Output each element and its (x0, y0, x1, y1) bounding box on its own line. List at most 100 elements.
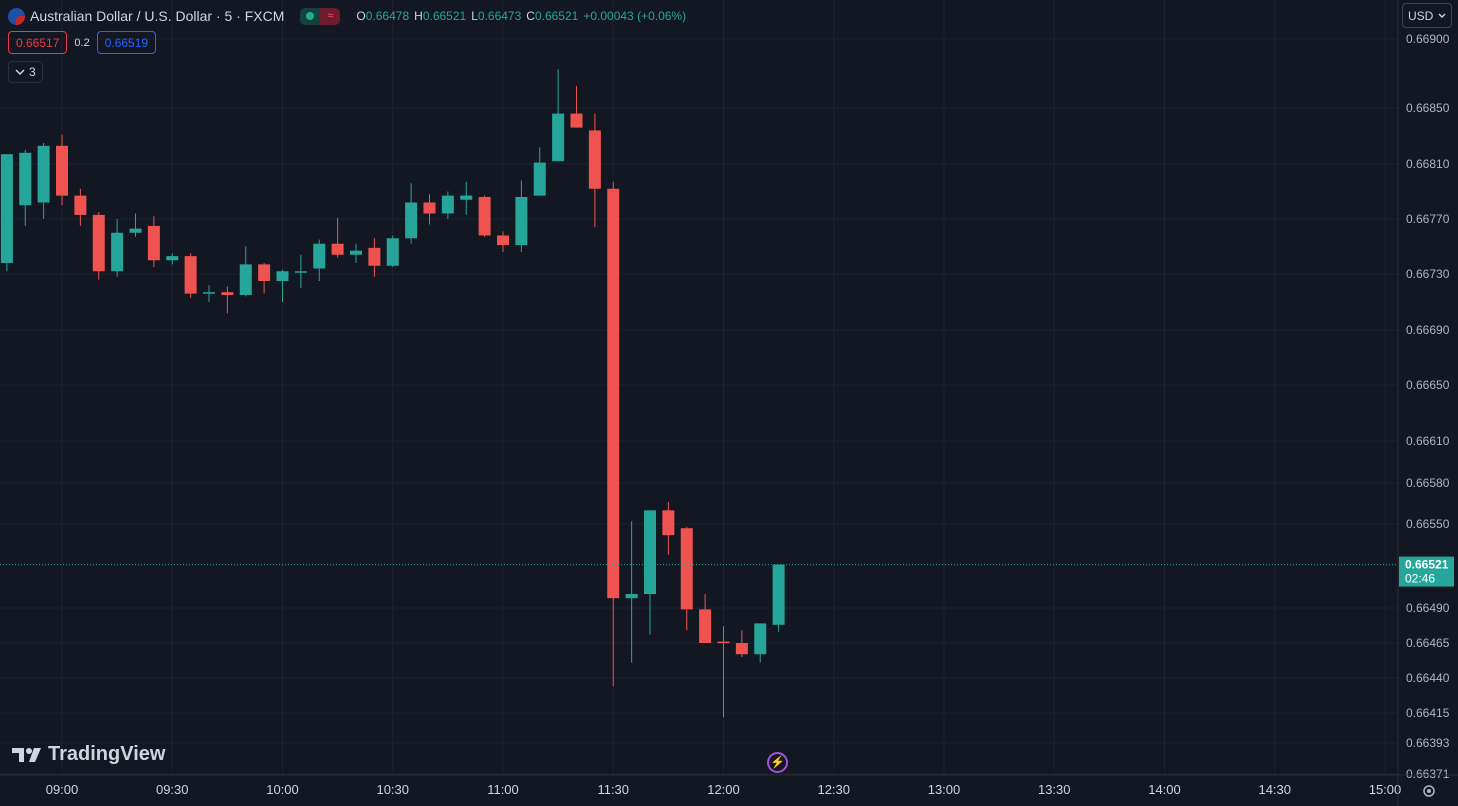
candle-body (56, 145, 68, 196)
high-value: 0.66521 (422, 9, 467, 23)
candle-body (478, 197, 491, 236)
currency-flag-icon[interactable] (8, 7, 25, 25)
candle (221, 286, 234, 314)
candle (147, 216, 160, 268)
candle-body (368, 247, 381, 266)
candle (129, 213, 142, 237)
candle-body (74, 195, 87, 215)
candle-body (92, 214, 105, 272)
candle (56, 134, 68, 206)
last-price-label-box (1399, 556, 1454, 587)
y-tick-label: 0.66730 (1406, 267, 1450, 281)
x-tick-label: 09:30 (156, 782, 189, 797)
symbol-header: Australian Dollar / U.S. Dollar · 5 · FX… (8, 6, 686, 26)
open-key: O (356, 9, 366, 23)
candle (699, 594, 712, 643)
candle-body (19, 152, 32, 206)
close-key: C (526, 9, 535, 23)
x-tick-label: 11:30 (597, 782, 629, 797)
x-tick-label: 13:00 (928, 782, 961, 797)
indicators-toggle-button[interactable]: 3 (8, 61, 43, 83)
x-tick-label: 12:00 (707, 782, 740, 797)
symbol-title[interactable]: Australian Dollar / U.S. Dollar · 5 · FX… (30, 8, 285, 24)
candle (460, 181, 473, 215)
candle-body (515, 197, 528, 246)
candle (386, 235, 399, 268)
y-tick-label: 0.66440 (1406, 671, 1450, 685)
low-value: 0.66473 (477, 9, 522, 23)
candle (166, 253, 179, 265)
change-value: +0.00043 (+0.06%) (583, 9, 687, 23)
candle (184, 253, 197, 298)
candle (497, 231, 509, 252)
x-tick-label: 11:00 (487, 782, 519, 797)
candle (350, 243, 362, 263)
candle (662, 502, 675, 555)
chevron-down-icon (15, 69, 25, 76)
candle-body (405, 202, 418, 239)
candle-body (625, 594, 638, 599)
last-price-value: 0.66521 (1405, 558, 1449, 572)
candle-body (331, 243, 344, 255)
candle (294, 254, 307, 288)
indicators-count: 3 (29, 65, 36, 79)
candle (0, 154, 13, 272)
y-tick-label: 0.66580 (1406, 476, 1450, 490)
candle-body (276, 271, 289, 281)
candle-body (699, 609, 712, 643)
y-tick-label: 0.66850 (1406, 101, 1450, 115)
candle-body (111, 232, 124, 272)
currency-selector[interactable]: USD (1402, 3, 1452, 28)
candle-body (0, 154, 13, 263)
tradingview-logo-icon (12, 747, 41, 762)
candle-body (662, 510, 675, 536)
x-tick-label: 14:30 (1258, 782, 1291, 797)
buy-button[interactable]: 0.66519 (96, 31, 157, 54)
candle (258, 263, 271, 294)
candle (515, 180, 528, 252)
market-open-icon[interactable] (300, 7, 321, 25)
candle (368, 238, 381, 277)
candle (570, 85, 583, 128)
candle-body (386, 238, 399, 266)
candle (239, 246, 252, 297)
candle-body (166, 256, 179, 261)
market-status[interactable]: ≈ (300, 7, 341, 25)
candle (74, 188, 87, 226)
y-tick-label: 0.66650 (1406, 378, 1450, 392)
chart-grid (0, 0, 1398, 775)
gear-icon[interactable] (1420, 782, 1438, 800)
candle-body (552, 113, 565, 162)
y-tick-label: 0.66490 (1406, 601, 1450, 615)
quote-panel: 0.66517 0.2 0.66519 (8, 31, 157, 54)
tradingview-logo[interactable]: TradingView (12, 743, 165, 766)
candle-body (129, 228, 142, 233)
candle-body (735, 643, 748, 655)
sell-button[interactable]: 0.66517 (8, 31, 68, 54)
x-tick-label: 15:00 (1369, 782, 1402, 797)
candle (331, 217, 344, 258)
x-tick-label: 14:00 (1148, 782, 1181, 797)
spread-value: 0.2 (74, 36, 90, 49)
lightning-icon[interactable]: ⚡ (767, 752, 788, 773)
candle (441, 191, 454, 219)
candle-body (294, 271, 307, 273)
candle (644, 510, 656, 635)
candles (0, 69, 785, 718)
x-tick-label: 13:30 (1038, 782, 1071, 797)
alert-icon[interactable]: ≈ (320, 7, 341, 25)
candle-body (588, 130, 601, 189)
candle (313, 239, 326, 281)
candle-body (147, 225, 160, 261)
candle-body (754, 623, 767, 655)
candle (405, 183, 418, 244)
y-tick-label: 0.66393 (1406, 736, 1450, 750)
bar-countdown: 02:46 (1405, 572, 1435, 586)
candle (276, 269, 289, 302)
candle (607, 181, 620, 687)
open-value: 0.66478 (365, 9, 410, 23)
candle-body (644, 510, 656, 594)
